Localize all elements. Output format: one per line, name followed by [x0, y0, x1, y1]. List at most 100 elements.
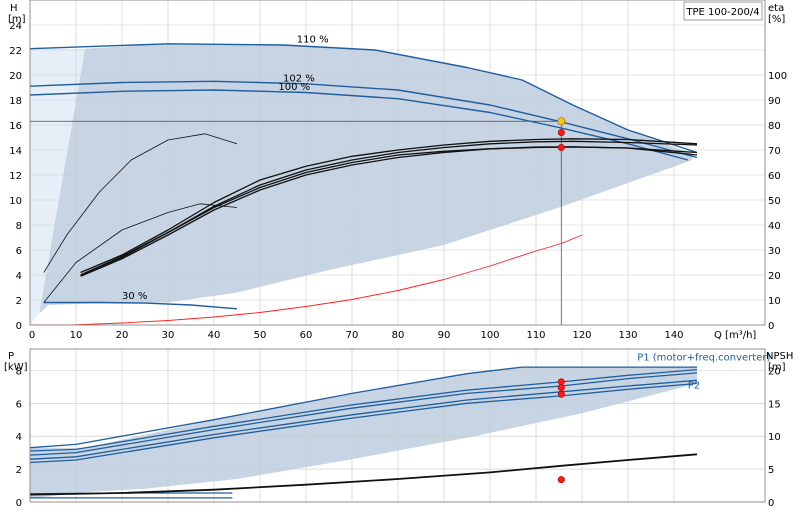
power-curve	[30, 366, 697, 449]
head-tick-label: 18	[9, 96, 22, 107]
eta-tick-label: 40	[768, 221, 781, 232]
envelope-area	[30, 367, 697, 499]
head-tick-label: 12	[9, 171, 22, 182]
efficiency-curve	[80, 138, 698, 274]
head-tick-label: 8	[16, 221, 22, 232]
head-axis-label: H	[10, 3, 18, 14]
flow-tick-label: 130	[618, 330, 637, 341]
power-tick-label: 8	[16, 366, 22, 377]
eta-tick-label: 80	[768, 121, 781, 132]
chart-title-box: TPE 100-200/4	[683, 1, 763, 21]
chart-title: TPE 100-200/4	[685, 7, 759, 18]
power-curve	[30, 368, 698, 452]
head-tick-label: 2	[16, 296, 22, 307]
eta-tick-label: 60	[768, 171, 781, 182]
flow-axis-label: Q [m³/h]	[714, 330, 756, 341]
eta-axis-label: eta	[768, 3, 784, 14]
eta-tick-label: 0	[768, 321, 774, 332]
flow-tick-label: 80	[392, 330, 405, 341]
curve-labels: 110 % 102 %100 % 30 %	[122, 35, 329, 302]
flow-tick-label: 90	[438, 330, 451, 341]
power-npsh-panel: P1 (motor+freq.converter)P2 P [kW] NPSH …	[4, 348, 793, 509]
power-curve	[30, 372, 698, 456]
power-series-label: P2	[688, 380, 700, 391]
operating-point-markers	[557, 378, 565, 484]
bottom-plot-frame	[29, 348, 766, 503]
efficiency-point-marker	[557, 144, 565, 152]
head-curve	[30, 43, 698, 154]
flow-tick-label: 10	[70, 330, 83, 341]
flow-tick-label: 140	[664, 330, 683, 341]
head-tick-label: 0	[16, 321, 22, 332]
efficiency-curve	[43, 203, 238, 303]
npsh-tick-label: 10	[768, 432, 781, 443]
speed-curve-label: 100 %	[278, 82, 310, 93]
flow-tick-label: 0	[29, 330, 35, 341]
head-efficiency-panel: 110 % 102 %100 % 30 % H [m] eta [%] Q [m³/…	[8, 0, 787, 341]
power-axis-unit: [kW]	[4, 362, 28, 373]
flow-tick-label: 20	[116, 330, 129, 341]
npsh-axis-unit: [m]	[768, 362, 786, 373]
head-tick-label: 16	[9, 121, 22, 132]
power-curve	[30, 379, 698, 460]
head-tick-label: 24	[9, 21, 22, 32]
power-tick-label: 4	[16, 432, 22, 443]
flow-tick-label: 110	[526, 330, 545, 341]
eta-tick-label: 20	[768, 271, 781, 282]
operating-envelope	[30, 43, 693, 325]
head-curve	[30, 80, 698, 159]
npsh-tick-label: 0	[768, 498, 774, 509]
operating-point-markers	[557, 117, 566, 152]
flow-tick-label: 120	[572, 330, 591, 341]
head-axis-unit: [m]	[8, 14, 26, 25]
envelope-light-area	[30, 48, 86, 325]
eta-tick-label: 90	[768, 96, 781, 107]
power-tick-label: 2	[16, 465, 22, 476]
npsh-tick-label: 20	[768, 366, 781, 377]
head-tick-label: 20	[9, 71, 22, 82]
eta-tick-label: 50	[768, 196, 781, 207]
power-axis-label: P	[8, 351, 14, 362]
power-series-label: P1 (motor+freq.converter)	[637, 353, 770, 364]
speed-curve-label: 30 %	[122, 291, 147, 302]
grid-lines	[30, 349, 765, 502]
curve-layer	[30, 43, 698, 325]
flow-tick-label: 100	[480, 330, 499, 341]
head-tick-label: 22	[9, 46, 22, 57]
power-point-marker	[557, 384, 565, 392]
flow-tick-label: 40	[208, 330, 221, 341]
power-point-marker	[557, 378, 565, 386]
curve-layer	[30, 366, 698, 499]
flow-tick-label: 30	[162, 330, 175, 341]
flow-tick-label: 50	[254, 330, 267, 341]
npsh-axis-label: NPSH	[766, 351, 793, 362]
head-point-marker	[557, 129, 565, 137]
envelope-area	[39, 43, 693, 314]
head-tick-label: 4	[16, 271, 22, 282]
eta-tick-label: 70	[768, 146, 781, 157]
npsh-tick-label: 15	[768, 399, 781, 410]
npsh-point-marker	[557, 476, 565, 484]
top-plot-frame	[29, 0, 766, 326]
eta-tick-label: 30	[768, 246, 781, 257]
operating-envelope	[30, 367, 697, 499]
power-tick-label: 0	[16, 498, 22, 509]
power-curve	[30, 382, 698, 464]
flow-tick-label: 70	[346, 330, 359, 341]
axes: P [kW] NPSH [m] 0 2 4 6 8 0 5 10 15 20	[4, 351, 793, 509]
eta-tick-label: 100	[768, 71, 787, 82]
speed-curve-label: 102 %	[283, 73, 315, 84]
head-tick-label: 14	[9, 146, 22, 157]
power-point-marker	[557, 390, 565, 398]
power-tick-label: 6	[16, 399, 22, 410]
speed-curve-label: 110 %	[297, 35, 329, 46]
npsh-curve	[30, 453, 698, 496]
head-curve	[30, 89, 688, 161]
system-curve	[30, 234, 583, 325]
head-tick-label: 6	[16, 246, 22, 257]
efficiency-curve	[43, 133, 238, 273]
head-tick-label: 10	[9, 196, 22, 207]
efficiency-curve	[80, 146, 698, 277]
eta-axis-unit: [%]	[768, 14, 785, 25]
